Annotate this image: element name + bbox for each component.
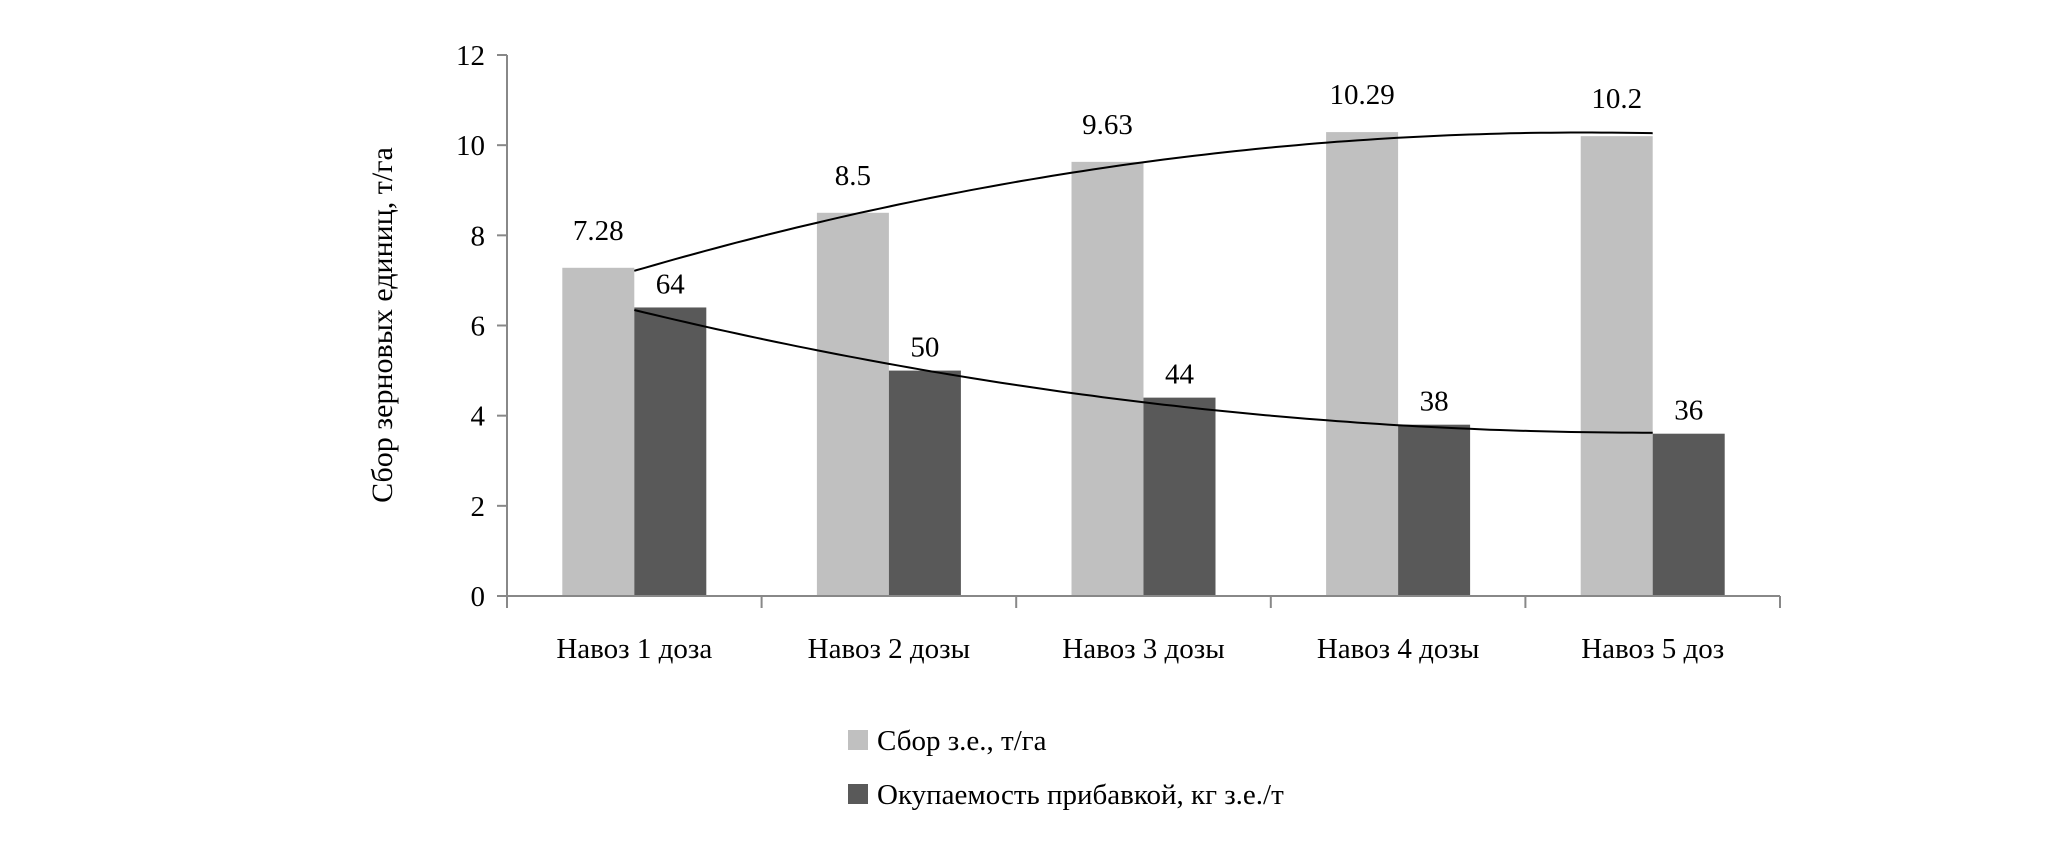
x-tick-label: Навоз 1 доза — [556, 633, 712, 665]
y-tick-label: 6 — [471, 311, 486, 343]
data-label: 64 — [656, 268, 686, 300]
bar-sbor — [816, 212, 889, 596]
bar-sbor — [562, 267, 635, 596]
x-tick-label: Навоз 2 дозы — [808, 633, 970, 665]
legend-swatch — [848, 784, 868, 804]
x-tick-label: Навоз 4 дозы — [1317, 633, 1479, 665]
legend-label: Сбор з.е., т/га — [877, 725, 1047, 757]
y-tick-label: 8 — [471, 220, 486, 252]
legend-swatch — [848, 730, 868, 750]
data-label: 50 — [910, 332, 939, 364]
data-label: 44 — [1165, 359, 1195, 391]
trendline-sbor — [634, 131, 1653, 272]
data-label: 9.63 — [1082, 109, 1133, 141]
legend-label: Окупаемость прибавкой, кг з.е./т — [877, 779, 1284, 811]
data-label: 8.5 — [835, 160, 871, 192]
y-tick-label: 12 — [456, 40, 485, 72]
bar-sbor — [1580, 136, 1653, 596]
data-label: 36 — [1674, 395, 1703, 427]
bar-okupaemost — [1143, 397, 1216, 596]
bar-okupaemost — [1398, 424, 1471, 596]
y-tick-label: 10 — [456, 130, 485, 162]
bar-sbor — [1326, 132, 1399, 596]
y-tick-label: 4 — [471, 401, 486, 433]
bar-okupaemost — [634, 307, 707, 596]
x-tick-label: Навоз 3 дозы — [1062, 633, 1224, 665]
bar-okupaemost — [888, 370, 961, 596]
y-tick-label: 0 — [471, 581, 486, 613]
data-label: 10.29 — [1329, 79, 1394, 111]
data-label: 7.28 — [573, 215, 624, 247]
data-label: 38 — [1420, 386, 1449, 418]
y-axis-label: Сбор зерновых единиц, т/га — [366, 147, 399, 503]
data-label: 10.2 — [1591, 83, 1642, 115]
bar-okupaemost — [1652, 433, 1725, 596]
trendline-okupaemost — [634, 309, 1653, 434]
x-tick-label: Навоз 5 доз — [1581, 633, 1724, 665]
y-tick-label: 2 — [471, 491, 486, 523]
bar-sbor — [1071, 161, 1144, 596]
